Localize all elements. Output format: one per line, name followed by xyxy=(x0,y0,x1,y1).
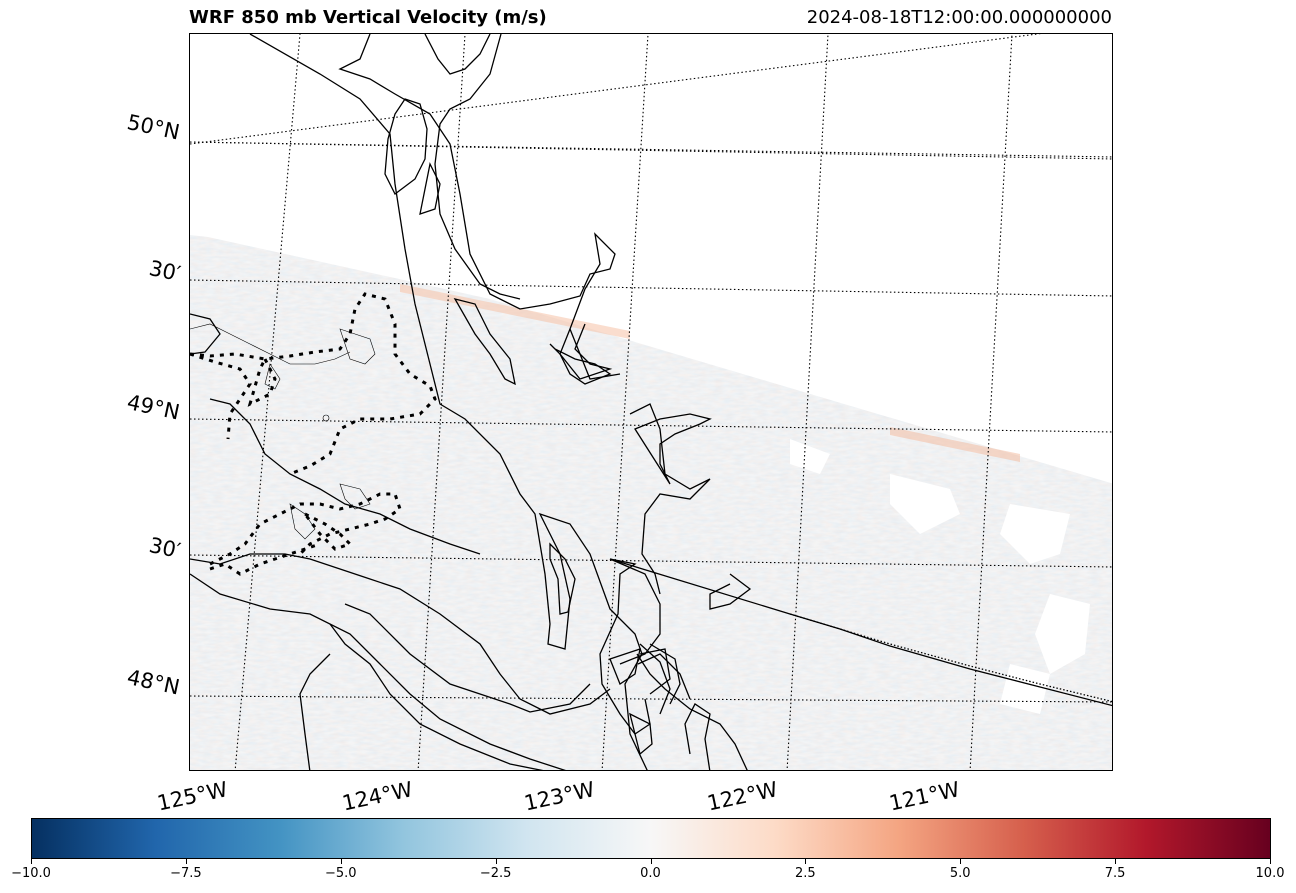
colorbar-tick-label: −7.5 xyxy=(170,866,202,881)
inlets xyxy=(384,98,752,610)
colorbar-tick-label: 7.5 xyxy=(1104,866,1126,881)
colorbar-tick xyxy=(805,859,807,864)
parallels-slanted xyxy=(190,34,1112,160)
lat-label-48-30n: 30′ xyxy=(147,533,183,564)
timestamp-label: 2024-08-18T12:00:00.000000000 xyxy=(806,7,1112,28)
colorbar-tick xyxy=(495,859,497,864)
meridians xyxy=(234,34,1013,770)
colorbar-tick xyxy=(960,859,962,864)
colorbar xyxy=(31,818,1271,859)
lon-label-122w: 122°W xyxy=(705,777,780,816)
gulf-islands-thin xyxy=(190,323,376,540)
colorbar-tick-label: 10.0 xyxy=(1255,866,1285,881)
lat-label-49-30n: 30′ xyxy=(147,256,183,287)
colorbar-tick-label: 2.5 xyxy=(795,866,816,881)
colorbar-tick xyxy=(340,859,342,864)
gulf-islands xyxy=(190,292,437,576)
lon-label-123w: 123°W xyxy=(522,777,597,816)
map-title: WRF 850 mb Vertical Velocity (m/s) xyxy=(189,7,547,28)
colorbar-tick xyxy=(31,859,32,864)
lat-label-50n: 50°N xyxy=(125,110,182,145)
lon-label-125w: 125°W xyxy=(155,777,230,816)
lon-label-124w: 124°W xyxy=(340,777,415,816)
colorbar-tick-label: −10.0 xyxy=(11,866,51,881)
velocity-field xyxy=(190,235,1112,770)
colorbar-tick-label: 0.0 xyxy=(640,866,661,881)
colorbar-tick xyxy=(185,859,187,864)
map-area[interactable] xyxy=(189,33,1113,771)
coastlines xyxy=(190,34,1112,770)
colorbar-tick-label: −5.0 xyxy=(324,866,357,881)
lat-label-49n: 49°N xyxy=(125,390,182,425)
lon-label-121w: 121°W xyxy=(887,777,962,816)
colorbar-tick xyxy=(1115,859,1117,864)
map-canvas xyxy=(190,34,1112,770)
lat-label-48n: 48°N xyxy=(125,665,182,700)
colorbar-tick-label: −2.5 xyxy=(479,866,512,881)
colorbar-tick-label: 5.0 xyxy=(949,866,971,881)
colorbar-tick xyxy=(650,859,652,864)
colorbar-tick xyxy=(1270,859,1271,864)
